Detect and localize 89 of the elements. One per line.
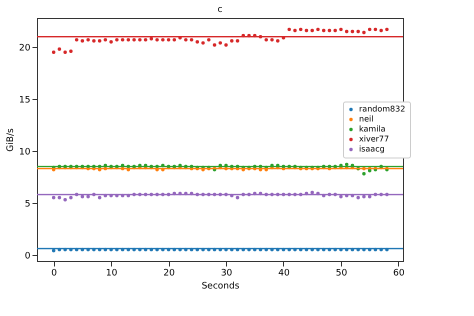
point [356, 30, 360, 34]
y-tick-label: 15 [19, 96, 30, 106]
point [339, 28, 343, 32]
point [104, 38, 108, 42]
point [184, 38, 188, 42]
point [150, 37, 154, 40]
point [74, 38, 78, 42]
point [350, 30, 354, 34]
point [328, 28, 332, 32]
point [270, 38, 274, 42]
point [80, 194, 84, 198]
point [385, 28, 389, 32]
point [166, 38, 170, 42]
point [196, 40, 200, 44]
point [344, 162, 348, 166]
point [52, 248, 56, 252]
point [138, 38, 142, 42]
point [230, 39, 234, 43]
point [69, 196, 73, 200]
point [52, 50, 56, 54]
point [86, 194, 90, 198]
point [190, 38, 194, 42]
chart-title: c [218, 5, 223, 15]
legend-label: neil [359, 114, 374, 124]
point [92, 39, 96, 43]
point [298, 28, 302, 32]
point [132, 38, 136, 42]
point [374, 28, 378, 32]
point [80, 39, 84, 43]
point [207, 38, 211, 42]
point [236, 39, 240, 43]
y-tick-label: 0 [24, 251, 31, 262]
point [58, 196, 62, 200]
legend-label: random832 [359, 104, 406, 114]
point [344, 30, 348, 34]
point [362, 30, 366, 34]
point [109, 40, 113, 44]
point [356, 196, 360, 200]
point [362, 172, 366, 176]
y-axis-title: GiB/s [6, 128, 16, 152]
x-tick-label: 10 [106, 268, 118, 278]
point [115, 38, 119, 42]
point [126, 38, 130, 42]
legend-label: kamila [359, 124, 386, 134]
point [172, 38, 176, 42]
point [161, 38, 165, 42]
point [86, 38, 90, 42]
x-tick-label: 30 [220, 268, 233, 278]
point [322, 28, 326, 32]
point [310, 28, 314, 32]
point [69, 50, 73, 53]
point [63, 50, 67, 54]
point [339, 194, 343, 198]
point [362, 194, 366, 198]
point [212, 43, 216, 47]
point [333, 28, 337, 32]
legend-label: isaacg [359, 144, 385, 154]
point [155, 38, 159, 42]
x-tick-label: 40 [278, 268, 290, 278]
point [224, 43, 228, 47]
x-tick-label: 0 [51, 268, 58, 278]
point [304, 28, 308, 32]
point [276, 39, 280, 43]
point [264, 38, 268, 42]
x-axis-title: Seconds [202, 282, 240, 292]
y-tick-label: 5 [24, 199, 30, 210]
x-tick-label: 60 [393, 268, 405, 278]
point [368, 28, 372, 32]
x-tick-label: 20 [163, 268, 176, 278]
y-tick-label: 10 [19, 147, 31, 158]
point [236, 196, 240, 200]
point [63, 198, 67, 202]
point [368, 194, 372, 198]
point [288, 28, 291, 32]
point [144, 38, 148, 42]
point [293, 28, 297, 32]
point [120, 38, 124, 42]
point [58, 47, 62, 51]
point [98, 196, 102, 200]
point [52, 196, 56, 200]
point [218, 41, 222, 45]
point [201, 41, 205, 45]
y-tick-label: 20 [19, 44, 31, 54]
point [316, 28, 320, 32]
point [310, 190, 314, 194]
legend-label: xiver77 [359, 134, 390, 144]
point [379, 28, 383, 32]
point [98, 39, 102, 43]
x-tick-label: 50 [336, 268, 348, 278]
